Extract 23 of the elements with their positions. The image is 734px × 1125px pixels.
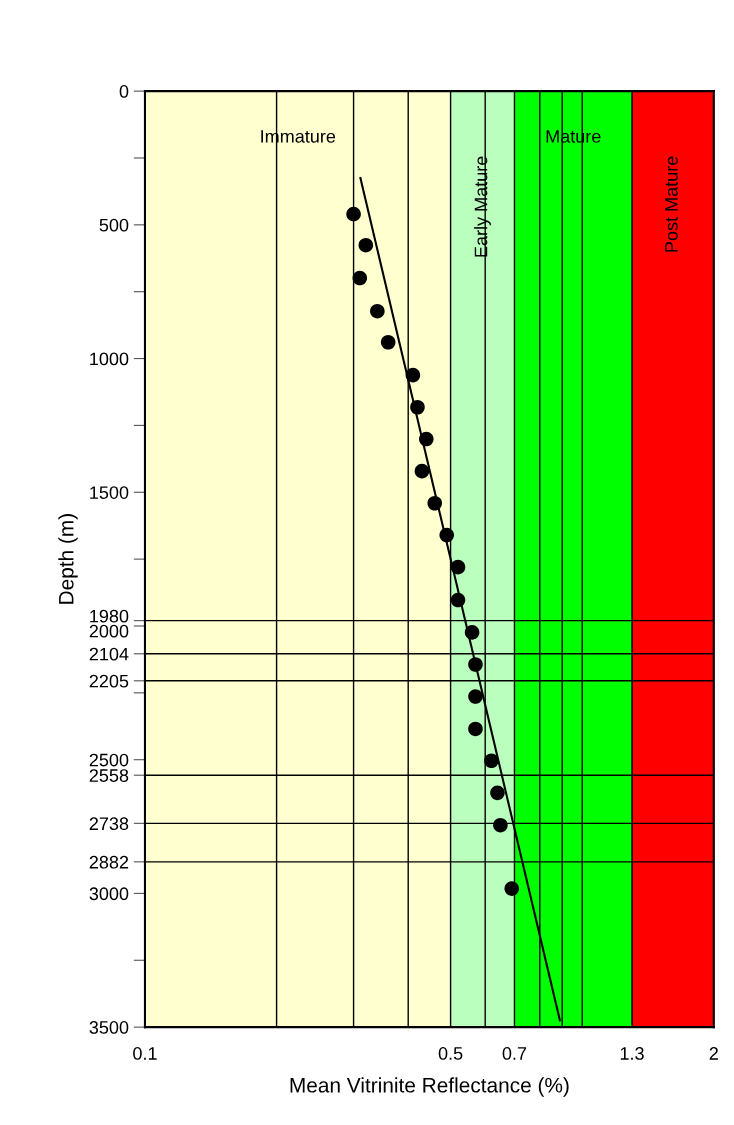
y-tick-label: 2738 (89, 817, 129, 831)
y-tick-label: 1980 (90, 609, 129, 623)
x-tick-label: 0.1 (133, 1047, 157, 1060)
x-axis-title: Mean Vitrinite Reflectance (%) (290, 1077, 569, 1097)
y-tick-label: 2000 (89, 624, 129, 638)
y-tick-label: 3500 (89, 1021, 129, 1034)
x-tick-label: 1.3 (620, 1047, 644, 1060)
band-label: Early Mature (474, 156, 491, 257)
y-tick-label: 3000 (89, 887, 129, 901)
x-tick-label: 0.5 (438, 1047, 463, 1060)
band-label: Post Mature (665, 156, 678, 252)
y-tick-label: 500 (99, 218, 129, 232)
x-tick-label: 0.7 (502, 1047, 527, 1060)
y-axis-title: Depth (m) (58, 514, 78, 604)
y-tick-label: 0 (119, 85, 129, 98)
x-tick-label: 2 (709, 1047, 718, 1060)
y-tick-label: 1500 (90, 486, 129, 499)
y-tick-label: 1000 (90, 352, 129, 366)
y-tick-label: 2882 (89, 855, 129, 869)
y-tick-label: 2205 (89, 674, 129, 688)
y-tick-label: 2558 (89, 769, 129, 782)
y-tick-label: 2500 (89, 753, 129, 767)
y-tick-label: 2104 (89, 647, 129, 661)
